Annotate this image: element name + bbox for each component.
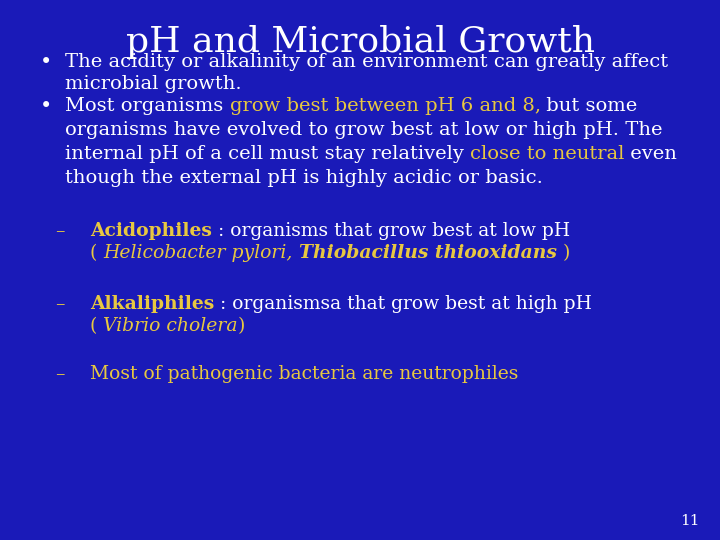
Text: 11: 11 — [680, 514, 700, 528]
Text: (: ( — [90, 244, 104, 262]
Text: –: – — [55, 365, 65, 383]
Text: : organisms that grow best at low pH: : organisms that grow best at low pH — [212, 222, 570, 240]
Text: •: • — [40, 53, 53, 72]
Text: grow best between pH 6 and 8,: grow best between pH 6 and 8, — [230, 97, 541, 115]
Text: Acidophiles: Acidophiles — [90, 222, 212, 240]
Text: Helicobacter pylori,: Helicobacter pylori, — [104, 244, 293, 262]
Text: –: – — [55, 295, 65, 313]
Text: Thiobacillus thiooxidans: Thiobacillus thiooxidans — [299, 244, 557, 262]
Text: Vibrio cholera: Vibrio cholera — [104, 317, 238, 335]
Text: internal pH of a cell must stay relatively: internal pH of a cell must stay relative… — [65, 145, 470, 163]
Text: microbial growth.: microbial growth. — [65, 75, 242, 93]
Text: pH and Microbial Growth: pH and Microbial Growth — [125, 25, 595, 59]
Text: but some: but some — [541, 97, 638, 115]
Text: –: – — [55, 222, 65, 240]
Text: : organismsa that grow best at high pH: : organismsa that grow best at high pH — [215, 295, 592, 313]
Text: The acidity or alkalinity of an environment can greatly affect: The acidity or alkalinity of an environm… — [65, 53, 668, 71]
Text: ): ) — [557, 244, 570, 262]
Text: •: • — [40, 97, 53, 116]
Text: (: ( — [90, 317, 104, 335]
Text: Most of pathogenic bacteria are neutrophiles: Most of pathogenic bacteria are neutroph… — [90, 365, 518, 383]
Text: close to neutral: close to neutral — [470, 145, 624, 163]
Text: Alkaliphiles: Alkaliphiles — [90, 295, 215, 313]
Text: ): ) — [238, 317, 246, 335]
Text: organisms have evolved to grow best at low or high pH. The: organisms have evolved to grow best at l… — [65, 121, 662, 139]
Text: Most organisms: Most organisms — [65, 97, 230, 115]
Text: even: even — [624, 145, 678, 163]
Text: though the external pH is highly acidic or basic.: though the external pH is highly acidic … — [65, 169, 543, 187]
